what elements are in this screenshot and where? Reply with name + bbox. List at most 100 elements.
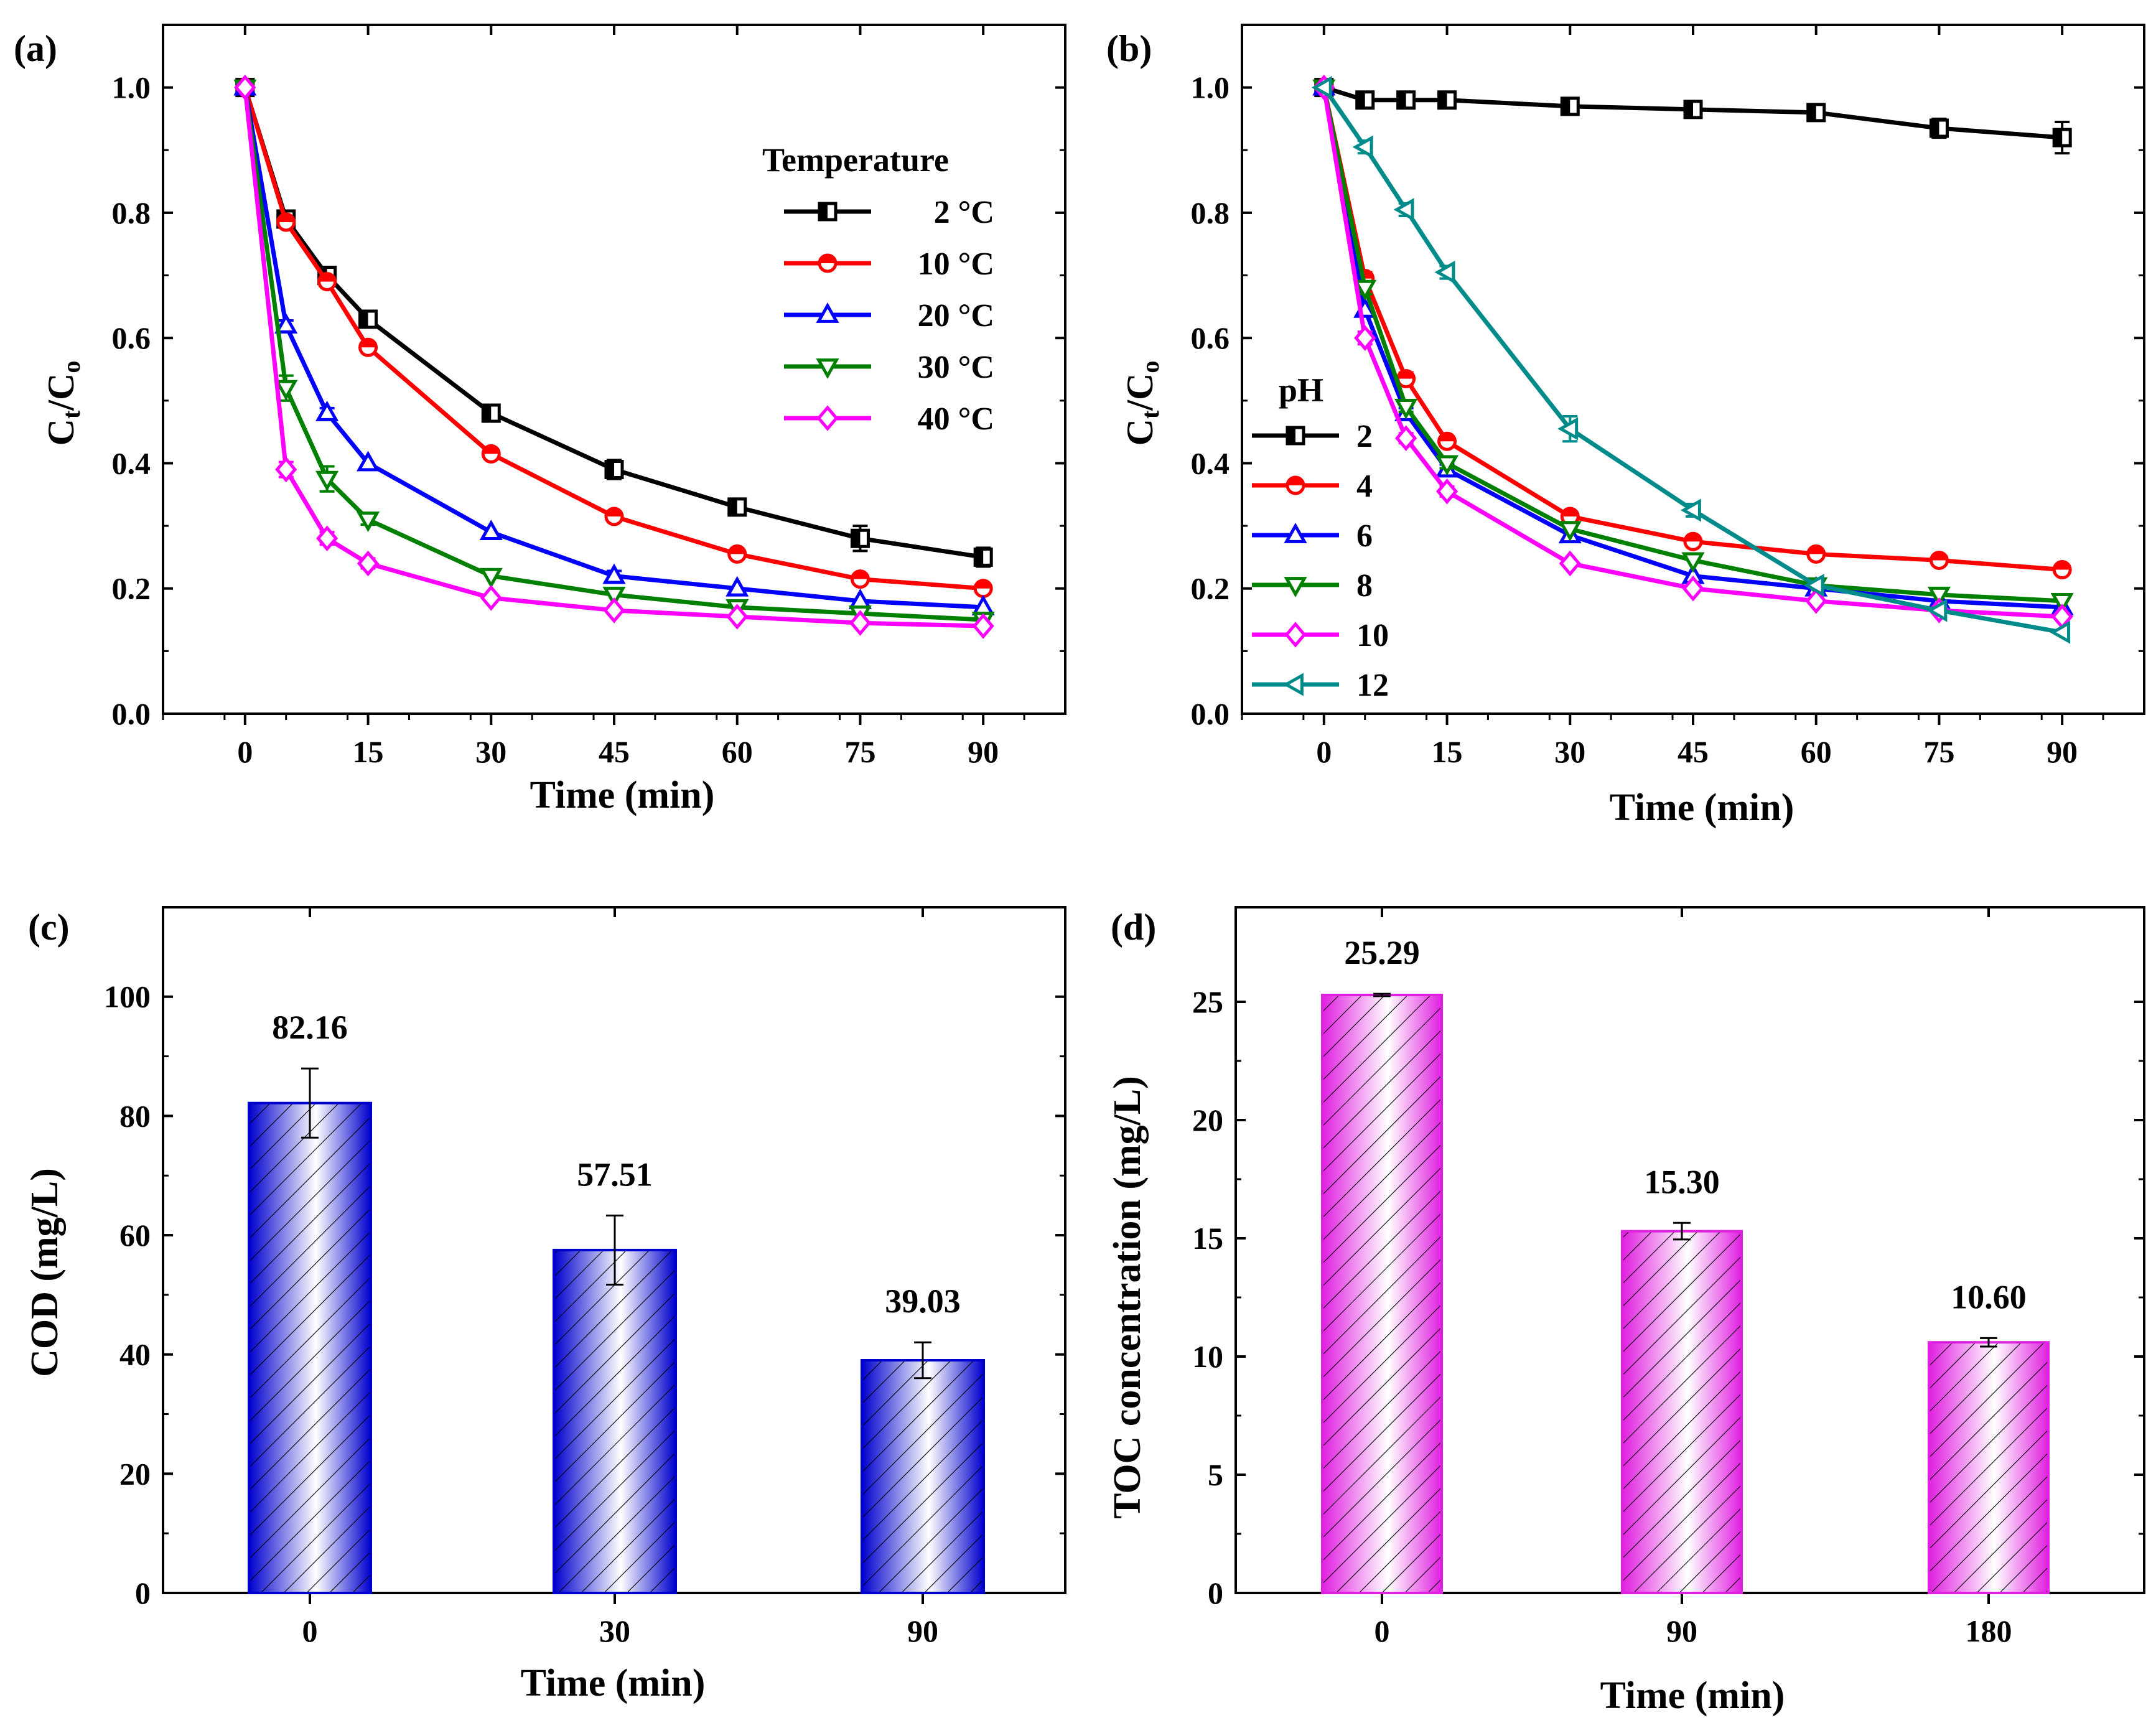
panel-b-data-point [1354, 325, 1376, 351]
panel-b-series-1 [1314, 78, 2072, 580]
panel-b-legend-label: 10 [1356, 618, 1389, 653]
panel-b-data-point-fill [2054, 129, 2063, 146]
panel-a-data-point [726, 576, 749, 597]
panel-a-plot-area: 0.0 0.2 0.4 0.6 0.8 1.0 0 15 30 45 60 75 90 Temperatu… [112, 24, 1066, 769]
panel-a-data-point [356, 451, 380, 472]
panel-b-y-tick-label: 0.4 [1191, 446, 1230, 480]
panel-a-data-point [356, 511, 380, 533]
panel-a-legend-marker-fill [819, 203, 828, 220]
panel-b-legend-title: pH [1279, 371, 1323, 409]
panel-a-legend: Temperature 2 °C 10 °C 20 °C 30 °C 40 °C [762, 141, 994, 437]
panel-b-label: (b) [1106, 28, 1152, 69]
panel-a-y-tick-label: 0.0 [112, 696, 151, 731]
panel-a-legend-marker [816, 405, 839, 431]
panel-a-y-tick-label: 0.6 [112, 320, 151, 355]
panel-a-line-chart: (a) Ct/Co Time (min) 0.00.20.40.60.81.00… [14, 24, 1066, 816]
panel-d-x-tick-label: 90 [1666, 1614, 1697, 1648]
panel-a-x-tick-label: 30 [475, 734, 506, 769]
panel-c-x-axis-label: Time (min) [521, 1662, 706, 1704]
panel-d-data-label: 10.60 [1951, 1278, 2027, 1315]
panel-b-data-point-fill [1808, 104, 1816, 121]
panel-a-x-tick-label: 60 [722, 734, 753, 769]
panel-b-x-tick-label: 0 [1316, 734, 1332, 769]
panel-a-data-point-fill [852, 530, 861, 547]
panel-d-y-tick-label: 20 [1192, 1103, 1223, 1137]
panel-d-plot-area: 0 5 10 15 20 25 0 90 180 25.29 15.30 10.60 [1192, 906, 2145, 1648]
panel-b-legend-label: 6 [1356, 518, 1373, 554]
panel-d-y-tick-label: 0 [1208, 1576, 1223, 1610]
panel-a-legend-label: 40 °C [918, 401, 994, 437]
panel-b-data-point-fill [1931, 552, 1948, 561]
panel-a-data-point-fill [278, 214, 294, 223]
panel-a-data-point-fill [483, 404, 492, 421]
panel-b-legend-label: 12 [1356, 668, 1389, 703]
panel-b-x-tick-label: 75 [1923, 734, 1954, 769]
panel-a-data-point [479, 567, 503, 589]
panel-b-x-tick-label: 60 [1801, 734, 1832, 769]
panel-a-data-point [849, 610, 872, 636]
panel-b-series-line [1322, 87, 2063, 610]
panel-d-bar-hatch [1928, 1341, 2050, 1594]
panel-b-line-chart: (b) Ct/Co Time (min) 0.00.20.40.60.81.00… [1106, 24, 2145, 829]
panel-b-data-point [1352, 135, 1373, 159]
panel-b-series-3 [1312, 79, 2074, 614]
panel-c-y-tick-label: 40 [119, 1337, 151, 1372]
panel-b-data-point-fill [1398, 91, 1406, 108]
panel-b-legend-label: 8 [1356, 568, 1373, 604]
panel-a-label: (a) [14, 28, 57, 69]
panel-b-data-point [1803, 574, 1824, 597]
panel-a-legend-title: Temperature [762, 141, 949, 179]
panel-b-data-point [1559, 550, 1581, 577]
panel-a-y-tick-label: 0.2 [112, 571, 151, 606]
panel-c-y-tick-label: 80 [119, 1098, 151, 1133]
panel-a-data-point-fill [729, 546, 745, 554]
panel-d-x-tick-label: 0 [1374, 1614, 1390, 1648]
panel-c-bar-chart: (c) COD (mg/L) Time (min) 0 20 40 60 80 100 0 3… [24, 906, 1066, 1704]
panel-b-y-tick-label: 0.8 [1191, 195, 1230, 230]
panel-a-legend-marker [816, 358, 839, 380]
panel-c-y-tick-label: 100 [104, 979, 151, 1014]
panel-a-data-point [357, 550, 380, 577]
panel-a-legend-label: 2 °C [934, 195, 994, 230]
panel-a-legend-marker-fill [819, 255, 836, 263]
panel-b-legend-marker [1284, 622, 1307, 648]
panel-b-legend-label: 4 [1356, 469, 1373, 504]
panel-a-data-point [603, 597, 625, 623]
panel-a-data-point-fill [319, 273, 335, 282]
panel-c-x-tick-label: 0 [302, 1614, 318, 1648]
panel-c-bar-hatch [553, 1248, 677, 1594]
panel-c-plot-area: 0 20 40 60 80 100 0 30 90 82.16 57.51 39.03 [104, 906, 1066, 1648]
panel-b-data-point-fill [1562, 508, 1579, 516]
panel-a-legend-label: 10 °C [918, 246, 994, 282]
panel-a-series-1 [235, 78, 993, 599]
panel-a-legend-label: 30 °C [918, 350, 994, 385]
panel-c-y-tick-label: 60 [119, 1218, 151, 1253]
panel-d-bar-hatch [1621, 1230, 1743, 1594]
panel-d-bar-chart: (d) TOC concentration (mg/L) Time (min) … [1106, 906, 2145, 1717]
panel-b-x-tick-label: 90 [2046, 734, 2078, 769]
panel-b-data-point [1805, 588, 1827, 614]
panel-a-x-tick-label: 90 [968, 734, 999, 769]
panel-a-x-tick-label: 0 [237, 734, 253, 769]
panel-b-data-point [1394, 398, 1418, 419]
panel-b-data-point-fill [1356, 91, 1365, 108]
panel-b-data-point-fill [1398, 370, 1414, 379]
panel-b-data-point [1926, 599, 1948, 622]
panel-b-y-tick-label: 1.0 [1191, 70, 1230, 105]
panel-d-data-label: 25.29 [1344, 934, 1420, 971]
panel-b-data-point [1311, 76, 1332, 100]
panel-c-x-tick-label: 30 [599, 1614, 630, 1648]
panel-a-series-4 [234, 74, 994, 639]
panel-b-data-point [1353, 279, 1377, 301]
panel-a-y-tick-label: 0.4 [112, 446, 151, 480]
panel-a-legend-label: 20 °C [918, 298, 994, 334]
panel-b-data-point-fill [1685, 533, 1701, 542]
panel-b-data-point-fill [1931, 120, 1939, 137]
panel-b-plot-area: 0.0 0.2 0.4 0.6 0.8 1.0 0 15 30 45 60 75 90 pH 2 4 6 8 10 1… [1191, 24, 2145, 769]
panel-a-data-point-fill [852, 571, 869, 579]
panel-a-data-point [315, 470, 339, 492]
panel-c-label: (c) [28, 907, 70, 948]
panel-a-data-point [602, 586, 626, 607]
panel-a-data-point-fill [975, 580, 992, 589]
panel-b-data-point [1434, 260, 1455, 284]
